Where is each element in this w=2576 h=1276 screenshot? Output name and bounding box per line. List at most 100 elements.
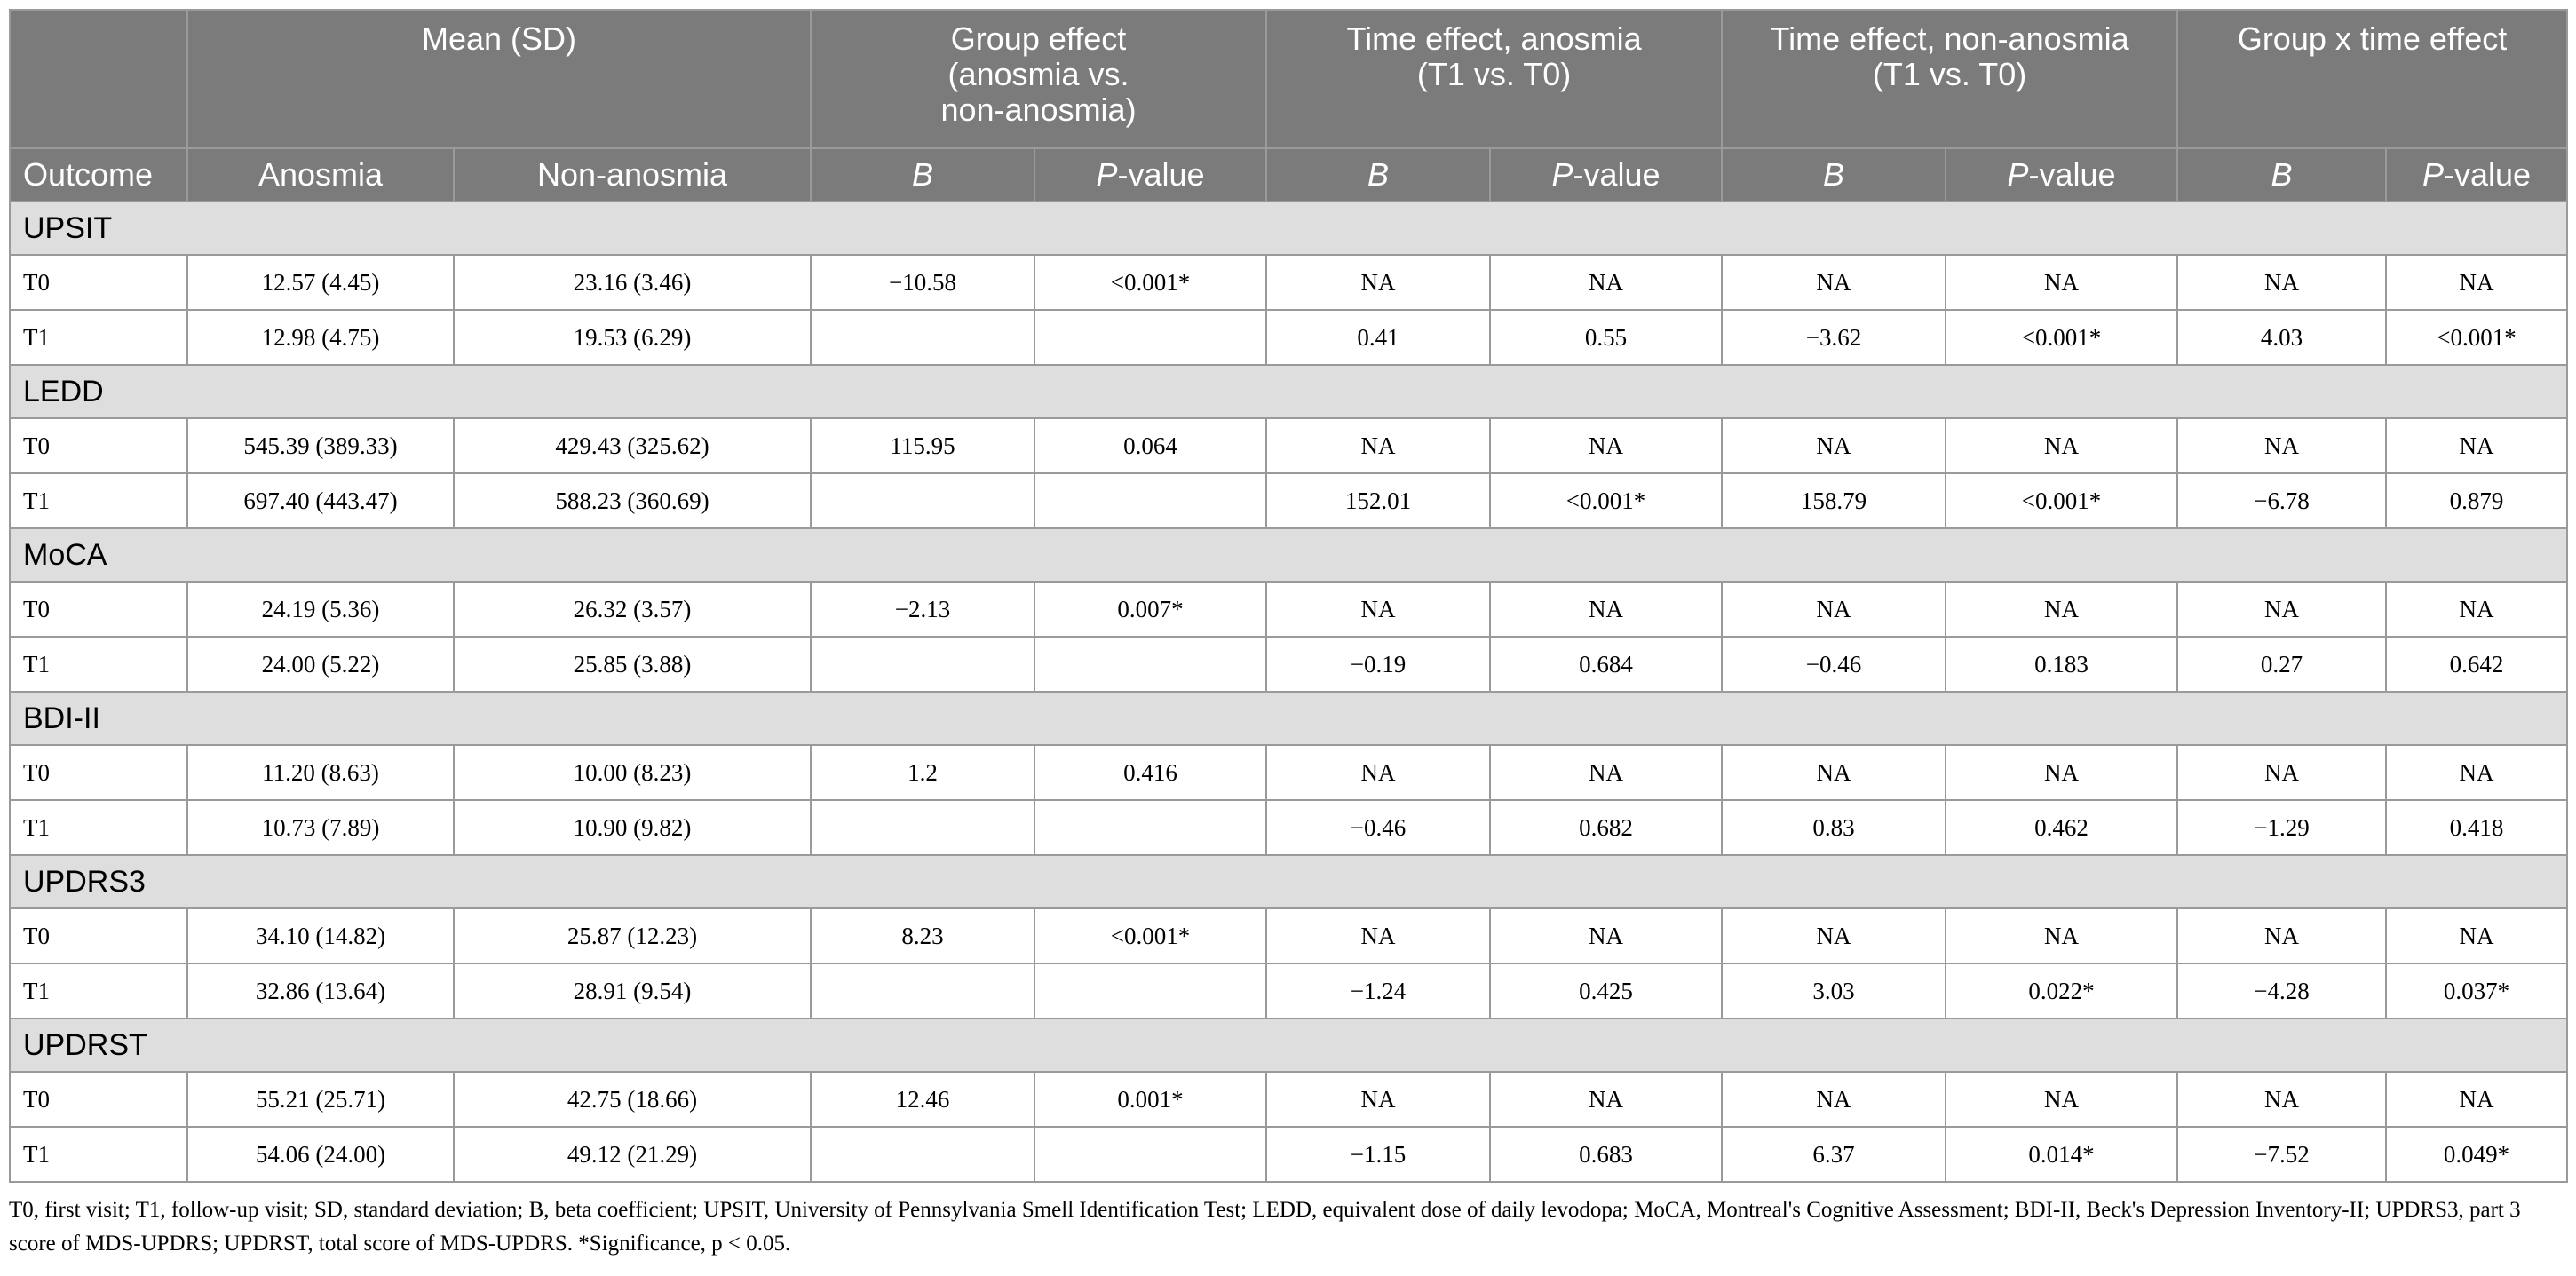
cell-group-time-p: 0.037* xyxy=(2385,963,2569,1019)
section-label: BDI-II xyxy=(8,691,2569,746)
table-row: T0 24.19 (5.36) 26.32 (3.57) −2.13 0.007* NA N… xyxy=(9,581,2569,638)
cell-group-p: 0.416 xyxy=(1034,744,1268,801)
cell-time-non-anosmia-p: 0.183 xyxy=(1945,636,2179,693)
cell-group-b: −2.13 xyxy=(810,581,1036,638)
header-b: B xyxy=(810,147,1036,202)
cell-mean-anosmia: 32.86 (13.64) xyxy=(186,963,455,1019)
cell-mean-non-anosmia: 588.23 (360.69) xyxy=(452,472,812,529)
cell-visit: T0 xyxy=(9,581,188,638)
table-row: T0 12.57 (4.45) 23.16 (3.46) −10.58 <0.001* N… xyxy=(9,254,2569,311)
cell-group-time-p: 0.418 xyxy=(2385,799,2569,856)
cell-group-p: <0.001* xyxy=(1034,254,1268,311)
cell-group-p xyxy=(1034,1126,1268,1183)
cell-mean-non-anosmia: 429.43 (325.62) xyxy=(452,417,812,474)
header-group-effect: Group effect (anosmia vs. non-anosmia) xyxy=(810,9,1268,149)
cell-visit: T0 xyxy=(9,744,188,801)
cell-group-time-p: 0.642 xyxy=(2385,636,2569,693)
cell-visit: T1 xyxy=(9,636,188,693)
cell-time-non-anosmia-p: <0.001* xyxy=(1945,309,2179,366)
cell-mean-anosmia: 55.21 (25.71) xyxy=(186,1071,455,1128)
cell-mean-non-anosmia: 25.87 (12.23) xyxy=(452,907,812,964)
header-row-1: Mean (SD) Group effect (anosmia vs. non-… xyxy=(9,9,2569,149)
cell-mean-anosmia: 11.20 (8.63) xyxy=(186,744,455,801)
cell-time-non-anosmia-b: 158.79 xyxy=(1721,472,1947,529)
cell-group-p xyxy=(1034,799,1268,856)
cell-visit: T1 xyxy=(9,309,188,366)
header-p-value: P-value xyxy=(1034,147,1268,202)
header-b: B xyxy=(2176,147,2388,202)
cell-time-anosmia-p: 0.682 xyxy=(1489,799,1724,856)
cell-group-time-p: NA xyxy=(2385,581,2569,638)
cell-group-p xyxy=(1034,636,1268,693)
cell-time-non-anosmia-b: NA xyxy=(1721,907,1947,964)
results-table-container: Mean (SD) Group effect (anosmia vs. non-… xyxy=(8,9,2569,1183)
cell-time-non-anosmia-b: NA xyxy=(1721,581,1947,638)
table-row: T1 697.40 (443.47) 588.23 (360.69) 152.01 <0… xyxy=(9,472,2569,529)
cell-group-p: 0.007* xyxy=(1034,581,1268,638)
table-row: T0 34.10 (14.82) 25.87 (12.23) 8.23 <0.001* N… xyxy=(9,907,2569,964)
section-row: MoCA xyxy=(8,527,2569,583)
header-mean-sd: Mean (SD) xyxy=(186,9,812,149)
cell-visit: T0 xyxy=(9,254,188,311)
cell-group-time-p: NA xyxy=(2385,417,2569,474)
cell-group-time-b: −7.52 xyxy=(2176,1126,2388,1183)
cell-time-anosmia-b: −0.46 xyxy=(1265,799,1492,856)
cell-mean-anosmia: 545.39 (389.33) xyxy=(186,417,455,474)
cell-visit: T1 xyxy=(9,1126,188,1183)
cell-visit: T0 xyxy=(9,907,188,964)
cell-visit: T0 xyxy=(9,1071,188,1128)
cell-group-time-p: 0.879 xyxy=(2385,472,2569,529)
cell-time-anosmia-b: NA xyxy=(1265,907,1492,964)
section-row: UPDRST xyxy=(8,1018,2569,1073)
cell-time-non-anosmia-p: NA xyxy=(1945,581,2179,638)
cell-group-time-p: 0.049* xyxy=(2385,1126,2569,1183)
header-p-value: P-value xyxy=(1945,147,2179,202)
cell-time-anosmia-p: NA xyxy=(1489,254,1724,311)
cell-time-anosmia-b: NA xyxy=(1265,417,1492,474)
table-row: T1 10.73 (7.89) 10.90 (9.82) −0.46 0.682 0.83… xyxy=(9,799,2569,856)
cell-group-p: 0.064 xyxy=(1034,417,1268,474)
cell-time-anosmia-p: NA xyxy=(1489,581,1724,638)
cell-group-time-b: NA xyxy=(2176,254,2388,311)
cell-mean-non-anosmia: 23.16 (3.46) xyxy=(452,254,812,311)
header-anosmia: Anosmia xyxy=(186,147,455,202)
cell-time-anosmia-p: 0.55 xyxy=(1489,309,1724,366)
cell-time-anosmia-b: −1.15 xyxy=(1265,1126,1492,1183)
cell-group-p xyxy=(1034,472,1268,529)
section-row: LEDD xyxy=(8,364,2569,419)
header-blank xyxy=(9,9,188,149)
cell-time-anosmia-p: 0.683 xyxy=(1489,1126,1724,1183)
table-row: T1 54.06 (24.00) 49.12 (21.29) −1.15 0.683 6.… xyxy=(9,1126,2569,1183)
cell-group-b xyxy=(810,799,1036,856)
cell-group-b xyxy=(810,309,1036,366)
header-time-effect-anosmia: Time effect, anosmia (T1 vs. T0) xyxy=(1265,9,1724,149)
cell-visit: T1 xyxy=(9,963,188,1019)
cell-time-non-anosmia-b: 3.03 xyxy=(1721,963,1947,1019)
section-label: UPSIT xyxy=(8,201,2569,256)
results-table: Mean (SD) Group effect (anosmia vs. non-… xyxy=(8,9,2569,1183)
cell-group-p xyxy=(1034,309,1268,366)
table-body: UPSIT T0 12.57 (4.45) 23.16 (3.46) −10.58 <0.… xyxy=(8,201,2569,1183)
cell-mean-anosmia: 24.19 (5.36) xyxy=(186,581,455,638)
table-row: T1 12.98 (4.75) 19.53 (6.29) 0.41 0.55 −3.62 <… xyxy=(9,309,2569,366)
cell-time-non-anosmia-b: 0.83 xyxy=(1721,799,1947,856)
cell-time-non-anosmia-b: NA xyxy=(1721,417,1947,474)
cell-time-non-anosmia-p: 0.022* xyxy=(1945,963,2179,1019)
cell-group-p: <0.001* xyxy=(1034,907,1268,964)
cell-mean-non-anosmia: 25.85 (3.88) xyxy=(452,636,812,693)
cell-group-b xyxy=(810,636,1036,693)
header-non-anosmia: Non-anosmia xyxy=(452,147,812,202)
header-outcome: Outcome xyxy=(9,147,188,202)
cell-time-non-anosmia-b: −0.46 xyxy=(1721,636,1947,693)
cell-group-b: −10.58 xyxy=(810,254,1036,311)
cell-time-anosmia-p: <0.001* xyxy=(1489,472,1724,529)
cell-time-anosmia-p: NA xyxy=(1489,907,1724,964)
cell-time-non-anosmia-b: 6.37 xyxy=(1721,1126,1947,1183)
cell-group-time-b: −6.78 xyxy=(2176,472,2388,529)
cell-time-anosmia-p: NA xyxy=(1489,744,1724,801)
cell-mean-anosmia: 12.57 (4.45) xyxy=(186,254,455,311)
cell-time-anosmia-p: 0.425 xyxy=(1489,963,1724,1019)
cell-group-time-p: NA xyxy=(2385,907,2569,964)
cell-time-non-anosmia-p: NA xyxy=(1945,417,2179,474)
cell-time-anosmia-b: 152.01 xyxy=(1265,472,1492,529)
